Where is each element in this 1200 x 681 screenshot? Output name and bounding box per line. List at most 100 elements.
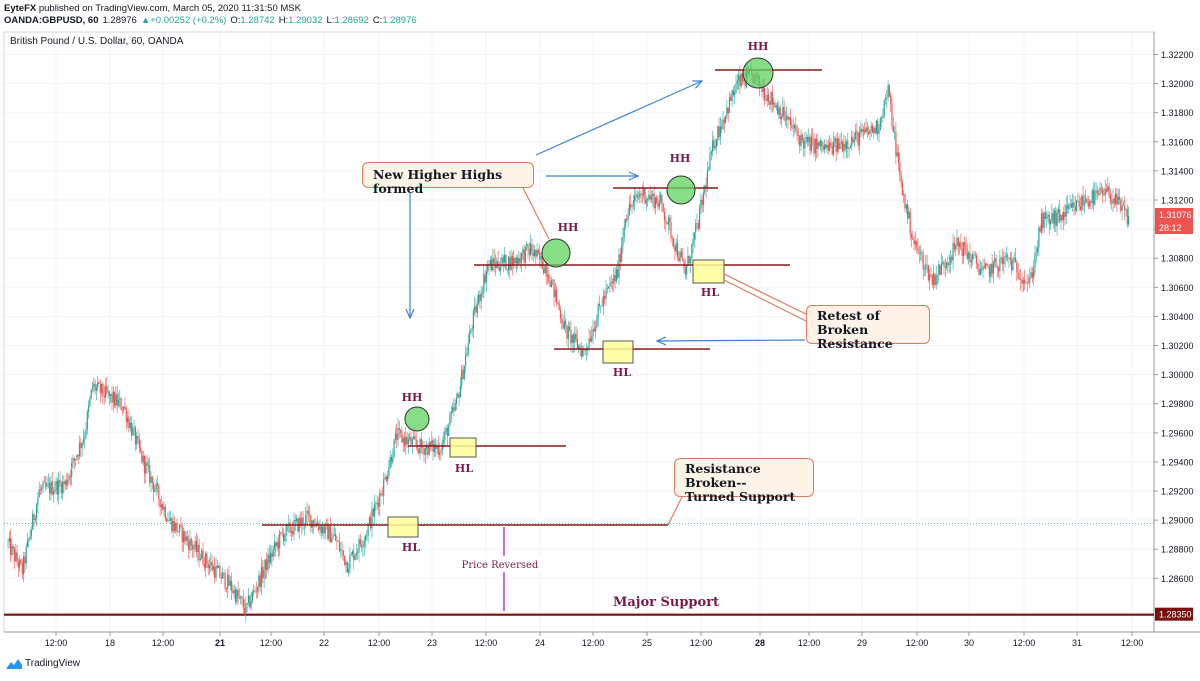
candle-body: [831, 145, 833, 155]
candle-body: [935, 275, 937, 285]
candle-body: [1126, 209, 1128, 225]
candle: [938, 260, 940, 284]
candle-body: [962, 241, 965, 257]
candle-body: [572, 334, 575, 343]
candle-body: [374, 504, 376, 516]
candle-body: [1086, 198, 1088, 203]
candle-body: [245, 603, 247, 614]
candle: [783, 99, 785, 122]
candle: [479, 290, 481, 309]
candle-body: [459, 385, 461, 398]
candle: [870, 121, 872, 138]
candle: [1024, 269, 1026, 291]
candle: [1027, 275, 1030, 285]
candle: [687, 246, 689, 267]
candle: [788, 117, 790, 121]
candle-body: [10, 538, 12, 555]
y-tick-label: 1.32000: [1161, 79, 1194, 89]
candle: [618, 248, 620, 286]
candle-body: [47, 483, 49, 484]
candle-body: [1004, 255, 1006, 258]
candle-body: [181, 525, 183, 543]
candle: [912, 230, 914, 240]
candle-body: [182, 531, 185, 543]
candle-body: [662, 203, 664, 212]
candle: [128, 409, 130, 433]
candle-body: [1113, 198, 1115, 204]
candle: [636, 190, 638, 204]
candle: [1121, 196, 1123, 221]
candle-body: [1052, 213, 1054, 224]
candle: [487, 260, 489, 275]
candle-body: [110, 393, 112, 397]
candle-body: [1040, 213, 1043, 232]
current-price-badge-bg: [1155, 208, 1193, 221]
candle-body: [1105, 188, 1108, 192]
candle: [285, 524, 287, 543]
candle-body: [602, 295, 604, 307]
candle: [366, 530, 368, 541]
candle-body: [458, 394, 460, 398]
candle-body: [145, 462, 147, 474]
candle-body: [26, 540, 29, 547]
candle-body: [8, 538, 10, 542]
candle: [30, 525, 32, 541]
candle: [1095, 182, 1097, 200]
candle: [1030, 266, 1032, 279]
candle-body: [649, 194, 651, 200]
candle-body: [198, 544, 200, 561]
candle: [205, 551, 207, 578]
candle: [1044, 205, 1046, 220]
candle: [353, 543, 355, 570]
candle-body: [389, 456, 391, 468]
candle: [934, 272, 936, 289]
candle-body: [777, 105, 779, 115]
candle: [951, 254, 953, 265]
candle: [68, 473, 70, 484]
candle: [355, 543, 357, 561]
candle-body: [192, 545, 194, 550]
candle: [719, 116, 721, 145]
candle: [1005, 246, 1007, 261]
candle: [272, 545, 274, 562]
candle-body: [842, 141, 844, 152]
candle: [849, 143, 851, 149]
candle: [1003, 251, 1005, 274]
candle: [71, 457, 73, 486]
candle-body: [123, 406, 125, 411]
candle: [1098, 189, 1100, 197]
candle-body: [1056, 212, 1058, 226]
candle-body: [73, 458, 75, 461]
candle: [1122, 200, 1124, 207]
price-reversed-label: Price Reversed: [462, 560, 539, 571]
candle: [697, 220, 699, 232]
candle: [377, 496, 380, 515]
candle-body: [947, 262, 949, 266]
tradingview-brand[interactable]: TradingView: [6, 658, 80, 669]
support-price-badge-text: 1.28350: [1159, 610, 1192, 620]
candle-body: [249, 595, 251, 608]
candle-body: [605, 288, 607, 299]
candle: [988, 263, 991, 284]
candle-body: [415, 439, 417, 445]
candle-body: [319, 526, 321, 531]
candle: [298, 515, 300, 539]
candle-body: [215, 565, 217, 578]
candle-body: [632, 201, 634, 207]
candle-body: [279, 532, 281, 549]
candle: [310, 514, 312, 533]
candle: [556, 285, 558, 307]
candle: [480, 285, 482, 311]
publisher-name[interactable]: EyteFX: [4, 3, 37, 14]
candle-body: [91, 386, 94, 390]
candle-body: [1039, 227, 1041, 232]
candle-body: [836, 138, 838, 152]
candle-body: [513, 257, 515, 266]
candle-body: [210, 562, 212, 565]
candle-body: [853, 139, 855, 143]
candle-body: [380, 493, 382, 495]
candle: [842, 139, 844, 153]
candle-body: [153, 482, 155, 492]
candle-body: [783, 106, 785, 120]
